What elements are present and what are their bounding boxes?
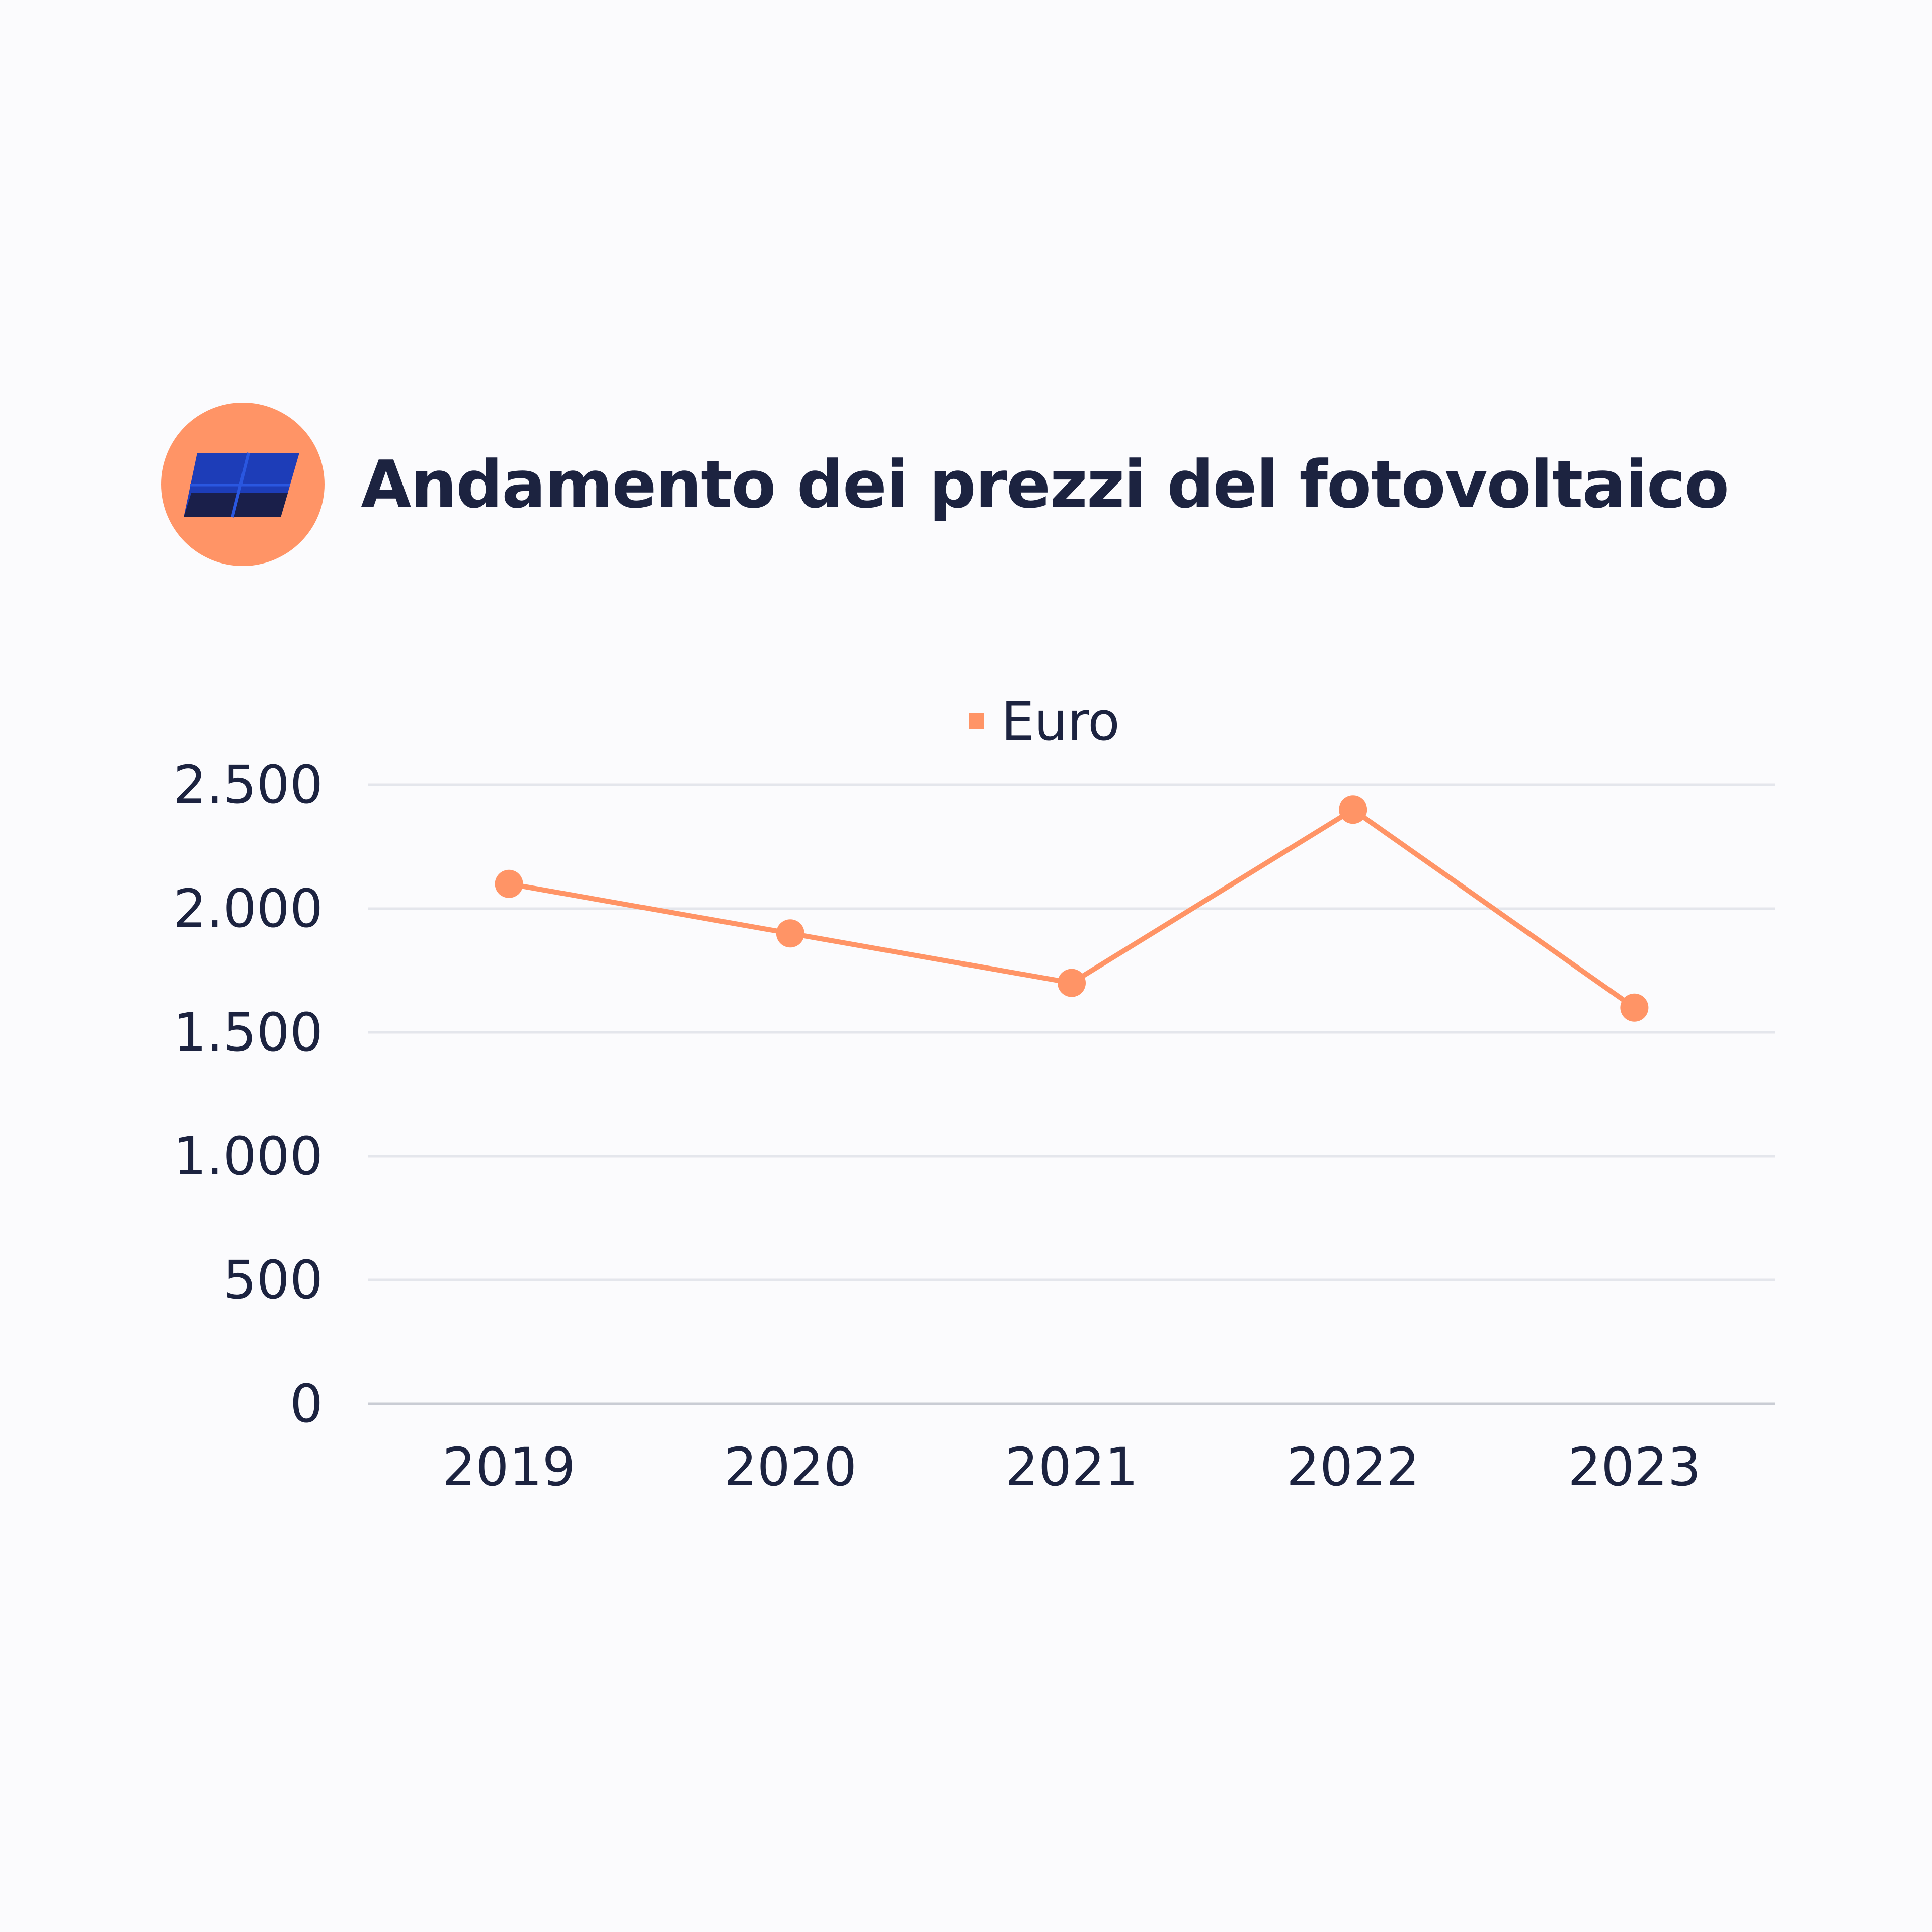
legend-label[interactable]: Euro: [1001, 691, 1120, 752]
x-tick-label: 2019: [442, 1436, 576, 1498]
data-point[interactable]: [495, 869, 523, 898]
gridlines: [368, 783, 1775, 1405]
y-tick-label: 2.000: [173, 878, 323, 939]
x-tick-label: 2020: [723, 1436, 857, 1498]
y-axis-tick-labels: 0 500 1.000 1.500 2.000 2.500: [173, 754, 323, 1434]
data-point[interactable]: [1058, 969, 1086, 997]
solar-panel-icon: [161, 403, 325, 566]
y-tick-label: 1.500: [173, 1002, 323, 1063]
data-point[interactable]: [1339, 795, 1367, 824]
data-point[interactable]: [776, 919, 804, 948]
series-euro: [495, 795, 1649, 1022]
legend: Euro: [969, 691, 1120, 752]
x-tick-label: 2023: [1568, 1436, 1701, 1498]
x-axis-tick-labels: 2019 2020 2021 2022 2023: [442, 1436, 1701, 1498]
y-tick-label: 1.000: [173, 1125, 323, 1187]
legend-swatch: [969, 713, 984, 729]
y-tick-label: 2.500: [173, 754, 323, 816]
data-point[interactable]: [1620, 993, 1649, 1022]
y-tick-label: 500: [223, 1249, 323, 1311]
x-tick-label: 2022: [1286, 1436, 1420, 1498]
chart-title: Andamento dei prezzi del fotovoltaico: [361, 446, 1729, 523]
x-tick-label: 2021: [1005, 1436, 1139, 1498]
chart-header: Andamento dei prezzi del fotovoltaico: [161, 403, 1729, 566]
y-tick-label: 0: [290, 1373, 323, 1434]
